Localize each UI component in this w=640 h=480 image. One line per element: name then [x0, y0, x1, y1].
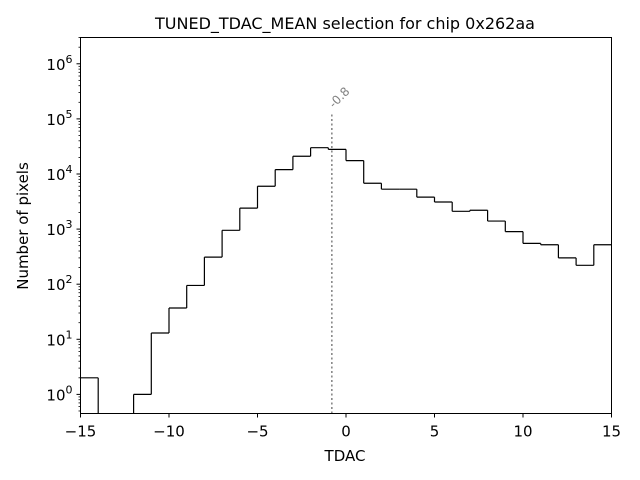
y-axis-label: Number of pixels — [14, 162, 32, 290]
x-tick-label: 15 — [602, 423, 621, 441]
x-axis-label: TDAC — [324, 447, 366, 465]
x-tick-label: 0 — [341, 423, 351, 441]
x-tick-label: −10 — [153, 423, 185, 441]
x-tick-label: 10 — [513, 423, 532, 441]
step-series — [80, 147, 612, 414]
x-tick-label: −5 — [246, 423, 268, 441]
x-tick-label: −15 — [65, 423, 97, 441]
plot-area: -0.8 — [80, 84, 612, 414]
axes-frame — [80, 37, 612, 414]
x-tick-label: 5 — [430, 423, 440, 441]
chart-title: TUNED_TDAC_MEAN selection for chip 0x262… — [154, 14, 535, 34]
